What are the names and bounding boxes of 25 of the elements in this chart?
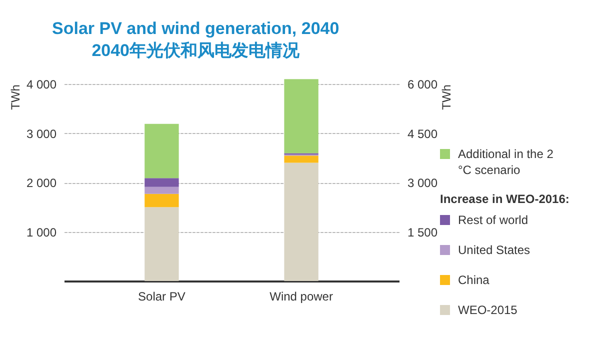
legend-label: Rest of world — [458, 212, 528, 228]
bar — [144, 194, 179, 208]
y2-tick-label: 3 000 — [408, 176, 438, 190]
legend-label: China — [458, 272, 490, 288]
bar — [144, 124, 179, 178]
y-tick-label: 4 000 — [26, 78, 57, 92]
y2-tick-label: 6 000 — [408, 78, 438, 92]
chart-subtitle: 2040年光伏和风电发电情况 — [90, 40, 301, 62]
bar — [144, 207, 179, 281]
legend-label: WEO-2015 — [458, 302, 518, 318]
legend-label: United States — [458, 242, 530, 258]
y-tick-label: 2 000 — [26, 176, 57, 190]
y2-tick-label: 4 500 — [408, 126, 438, 141]
bar — [144, 186, 179, 194]
bar — [144, 178, 179, 187]
y-tick-label: 1 000 — [26, 225, 57, 240]
y-axis-title: TWh — [8, 84, 22, 110]
y-tick-label: 3 000 — [26, 126, 57, 141]
x-tick-label: Wind power — [270, 290, 333, 304]
chart-title: Solar PV and wind generation, 2040 — [52, 18, 340, 40]
legend-label: Additional in the 2 °C scenario — [458, 146, 554, 178]
y2-tick-label: 1 500 — [408, 225, 438, 240]
x-tick-label: Solar PV — [138, 290, 186, 304]
y2-axis-title: TWh — [440, 84, 454, 110]
legend-title: Increase in WEO-2016: — [440, 192, 570, 206]
